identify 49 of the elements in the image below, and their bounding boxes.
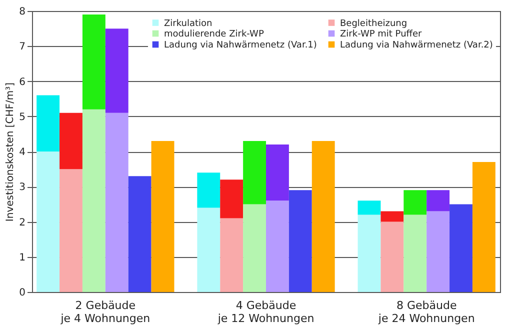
bar (105, 112, 128, 292)
legend-label: modulierende Zirk-WP (164, 30, 264, 40)
bar (288, 190, 312, 292)
bar (60, 112, 82, 170)
bar (404, 214, 427, 292)
bar (380, 222, 404, 292)
bar (105, 28, 128, 113)
y-tick-label: 8 (19, 6, 26, 18)
bar (36, 152, 60, 292)
bar (243, 204, 266, 292)
text: 8 Gebäude je 24 Wohnungen (377, 299, 475, 325)
legend-label: Begleitheizung (340, 18, 408, 29)
bar (472, 162, 496, 292)
bar (266, 200, 289, 292)
bar (82, 109, 106, 292)
bar (426, 190, 450, 212)
y-tick-label: 6 (19, 76, 26, 88)
bar (220, 218, 244, 292)
y-tick-label: 2 (19, 217, 26, 228)
y-tick-label: 3 (19, 182, 26, 194)
bar (426, 211, 450, 292)
bar (197, 172, 220, 208)
bar (82, 14, 106, 110)
y-tick-label: 0 (19, 288, 26, 298)
bar (60, 169, 82, 292)
bar (36, 95, 60, 152)
bar (358, 214, 381, 292)
bar (380, 211, 404, 222)
legend-label: Zirkulation (164, 18, 212, 29)
bar (358, 200, 381, 215)
y-tick-label: 7 (19, 42, 26, 53)
y-axis-title: Investitionskosten [CHF/m³] (5, 82, 16, 222)
bar (220, 180, 244, 218)
y-tick-label: 5 (19, 112, 26, 123)
y-tick-label: 1 (19, 252, 26, 264)
bar (197, 208, 220, 292)
legend-label: Ladung via Nahwärmenetz (Var.1) (164, 40, 317, 50)
legend-label: Zirk-WP mit Puffer (340, 30, 422, 40)
legend-label: Ladung via Nahwärmenetz (Var.2) (340, 40, 493, 50)
bar (312, 140, 335, 292)
text: 4 Gebäude je 12 Wohnungen (216, 299, 314, 325)
y-tick-label: 4 (19, 147, 26, 158)
bar (243, 140, 266, 204)
bar (404, 190, 427, 215)
text: 2 Gebäude je 4 Wohnungen (60, 299, 150, 325)
bar (266, 144, 289, 201)
bar (128, 176, 152, 292)
bar (151, 140, 174, 292)
bar (450, 204, 472, 292)
